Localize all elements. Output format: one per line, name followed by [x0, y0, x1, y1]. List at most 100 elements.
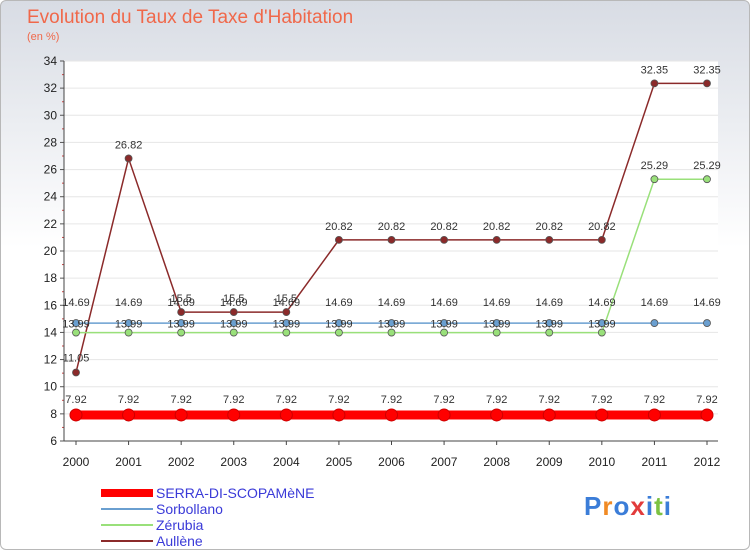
x-tick-label: 2008 [483, 455, 510, 469]
x-tick-label: 2007 [431, 455, 458, 469]
y-tick-label: 26 [44, 163, 58, 177]
data-point-3 [177, 308, 186, 316]
x-tick-label: 2004 [273, 455, 300, 469]
legend-swatch-aullene [101, 540, 153, 542]
data-point-0 [490, 408, 504, 422]
legend-label-serra: SERRA-DI-SCOPAMèNE [156, 485, 315, 501]
x-tick-label: 2009 [536, 455, 563, 469]
data-point-0 [69, 408, 83, 422]
data-point-1 [440, 319, 448, 327]
y-tick-label: 24 [44, 190, 58, 204]
logo-letter: i [645, 491, 655, 521]
data-label-0: 7.92 [381, 394, 402, 406]
data-point-2 [387, 328, 396, 337]
data-label-2: 13.99 [62, 319, 90, 331]
data-label-0: 7.92 [486, 394, 507, 406]
legend: SERRA-DI-SCOPAMèNE Sorbollano Zérubia Au… [101, 485, 401, 549]
y-tick-label: 20 [44, 244, 58, 258]
data-point-1 [545, 319, 554, 327]
data-label-3: 32.35 [641, 64, 669, 76]
data-point-3 [703, 79, 711, 88]
data-point-2 [597, 328, 606, 337]
data-label-0: 7.92 [328, 394, 349, 406]
logo-letter: P [584, 491, 603, 521]
data-label-1: 14.69 [62, 297, 90, 309]
data-point-2 [177, 328, 186, 337]
data-label-0: 7.92 [696, 394, 717, 406]
logo-letter: i [663, 491, 672, 521]
legend-swatch-serra [101, 489, 153, 497]
data-point-1 [177, 319, 186, 327]
data-label-1: 14.69 [693, 297, 721, 309]
data-point-0 [227, 408, 241, 422]
data-point-0 [647, 408, 661, 422]
logo-letter: r [602, 491, 614, 521]
data-label-3: 20.82 [430, 221, 458, 233]
y-tick-label: 34 [44, 54, 58, 68]
legend-item-serra: SERRA-DI-SCOPAMèNE [101, 485, 401, 501]
data-point-1 [703, 319, 711, 327]
data-point-0 [437, 408, 451, 422]
y-tick-label: 10 [44, 380, 58, 394]
data-label-2: 13.99 [273, 319, 301, 331]
data-point-1 [72, 319, 80, 327]
y-tick-label: 30 [44, 108, 58, 122]
legend-label-sorbollano: Sorbollano [156, 501, 223, 517]
data-label-2: 13.99 [115, 319, 143, 331]
data-label-3: 20.82 [535, 221, 563, 233]
data-label-1: 14.69 [483, 297, 511, 309]
data-point-3 [387, 235, 396, 244]
x-tick-label: 2006 [378, 455, 405, 469]
x-tick-label: 2005 [326, 455, 353, 469]
data-point-3 [72, 368, 80, 377]
data-label-2: 13.99 [325, 319, 353, 331]
x-tick-label: 2002 [168, 455, 195, 469]
data-label-0: 7.92 [433, 394, 454, 406]
data-point-2 [545, 328, 554, 337]
data-label-0: 7.92 [591, 394, 612, 406]
legend-swatch-sorbollano [101, 508, 153, 510]
data-label-1: 14.69 [273, 297, 301, 309]
data-label-3: 20.82 [588, 221, 616, 233]
data-point-3 [282, 308, 291, 316]
chart-title: Evolution du Taux de Taxe d'Habitation [27, 7, 354, 28]
x-tick-label: 2012 [694, 455, 721, 469]
data-point-1 [335, 319, 343, 327]
legend-swatch-zerubia [101, 524, 153, 526]
data-label-1: 14.69 [535, 297, 563, 309]
data-label-3: 26.82 [115, 139, 143, 151]
data-label-2: 25.29 [641, 160, 669, 172]
data-point-0 [700, 408, 714, 422]
y-tick-label: 14 [44, 325, 58, 339]
y-tick-label: 28 [44, 135, 58, 149]
data-point-2 [335, 328, 343, 337]
data-label-2: 13.99 [588, 319, 616, 331]
data-point-3 [597, 235, 606, 244]
y-tick-label: 12 [44, 353, 58, 367]
data-label-1: 14.69 [430, 297, 458, 309]
y-tick-label: 16 [44, 298, 58, 312]
data-label-1: 14.69 [167, 297, 195, 309]
legend-label-zerubia: Zérubia [156, 517, 204, 533]
data-point-1 [597, 319, 606, 327]
data-point-3 [335, 235, 343, 244]
data-point-2 [650, 175, 659, 184]
data-label-3: 15.5 [223, 293, 244, 305]
data-label-3: 11.05 [63, 352, 90, 364]
data-label-0: 7.92 [65, 394, 86, 406]
data-label-0: 7.92 [223, 394, 244, 406]
data-label-3: 20.82 [325, 221, 353, 233]
data-label-0: 7.92 [276, 394, 297, 406]
x-tick-label: 2011 [642, 455, 668, 469]
x-tick-label: 2000 [63, 455, 90, 469]
data-point-2 [282, 328, 291, 337]
y-tick-label: 18 [44, 271, 58, 285]
data-label-3: 15.5 [276, 293, 297, 305]
legend-item-aullene: Aullène [101, 533, 401, 549]
x-tick-label: 2001 [115, 455, 142, 469]
data-label-2: 13.99 [430, 319, 458, 331]
data-point-1 [387, 319, 396, 327]
data-label-3: 32.35 [693, 64, 721, 76]
